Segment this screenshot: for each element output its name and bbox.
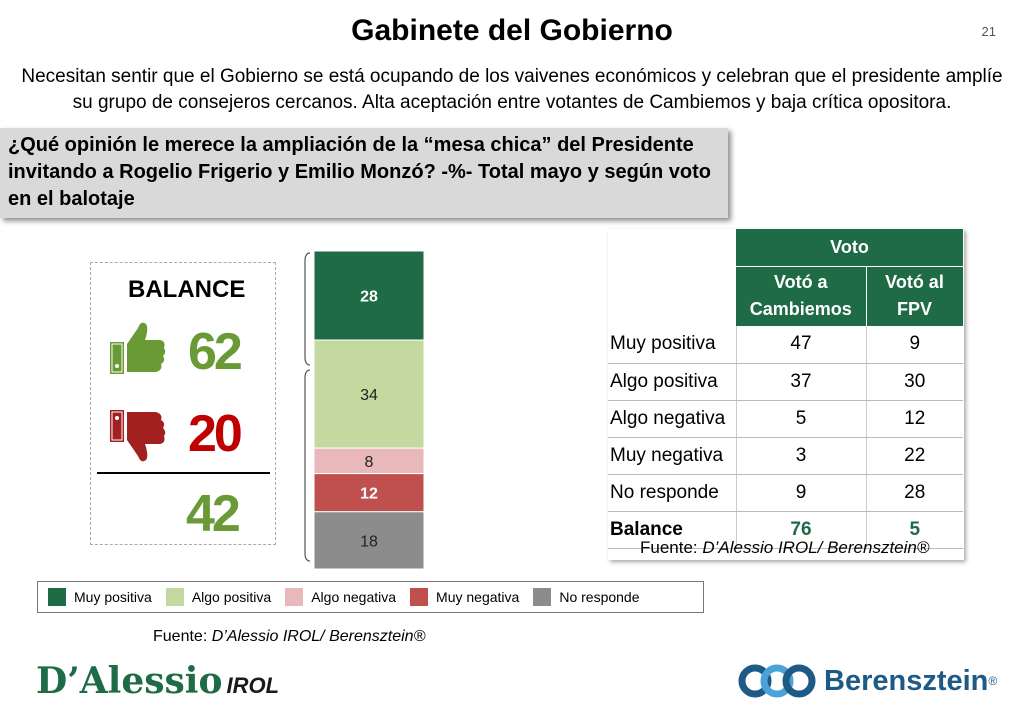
cell-fpv: 22	[865, 437, 963, 475]
legend-swatch	[48, 588, 66, 606]
row-label: No responde	[608, 474, 736, 512]
table-row: No responde 9 28	[608, 474, 963, 512]
legend-item: Muy negativa	[410, 588, 519, 606]
logo-left-sub: IROL	[226, 673, 280, 698]
balance-result-value: 42	[186, 485, 241, 543]
table-row: Algo positiva 37 30	[608, 363, 963, 401]
bar-value-label: 18	[360, 533, 378, 550]
dalessio-logo: D’Alessio IROL	[36, 660, 279, 702]
table-row: Muy positiva 47 9	[608, 326, 963, 364]
bar-segment-algo-negativa	[313, 447, 425, 475]
logo-right-reg: ®	[988, 674, 998, 688]
chart-source: Fuente: D’Alessio IROL/ Berensztein®	[153, 628, 425, 646]
bracket-upper	[304, 252, 311, 366]
page-subtitle: Necesitan sentir que el Gobierno se está…	[21, 66, 1003, 113]
cell-fpv: 30	[865, 363, 963, 401]
balance-divider	[97, 472, 270, 474]
berensztein-logo: Berensztein ®	[738, 664, 997, 698]
legend-item: Muy positiva	[48, 588, 152, 606]
row-label: Algo negativa	[608, 400, 736, 438]
page-title: Gabinete del Gobierno	[351, 14, 673, 47]
row-label: Balance	[608, 511, 736, 549]
table-col-header-fpv: Votó al FPV	[866, 265, 964, 326]
legend-label: Algo positiva	[191, 589, 272, 605]
cell-cambiemos: 76	[735, 511, 866, 549]
logo-right-main: Berensztein	[824, 664, 989, 697]
table-row: Muy negativa 3 22	[608, 437, 963, 475]
table-source: Fuente: D’Alessio IROL/ Berensztein®	[640, 538, 929, 558]
row-label: Algo positiva	[608, 363, 736, 401]
legend-swatch	[533, 588, 552, 606]
vote-table: Voto Votó a Cambiemos Votó al FPV Muy po…	[608, 229, 964, 549]
bar-segment-muy-negativa	[313, 473, 425, 513]
cell-fpv: 9	[865, 326, 963, 364]
question-box: ¿Qué opinión le merece la ampliación de …	[0, 128, 728, 218]
bar-segment-no-responde	[313, 511, 425, 570]
page-number: 21	[981, 24, 996, 39]
legend-item: Algo negativa	[285, 588, 396, 606]
legend-label: Muy negativa	[436, 589, 520, 605]
berensztein-mark-icon	[738, 664, 816, 698]
table-source-name: D’Alessio IROL/ Berensztein®	[702, 538, 930, 557]
bar-value-label: 12	[360, 486, 378, 503]
balance-panel	[90, 262, 276, 545]
stacked-bar-chart: 28 34 8 12 18	[304, 250, 425, 570]
cell-cambiemos: 9	[735, 474, 866, 512]
cell-cambiemos: 5	[735, 400, 866, 438]
cell-cambiemos: 37	[735, 363, 866, 401]
cell-cambiemos: 3	[735, 437, 866, 475]
bar-value-label: 28	[360, 289, 378, 306]
source-name: D’Alessio IROL/ Berensztein®	[211, 628, 426, 645]
logo-left-main: D’Alessio	[36, 660, 223, 702]
legend-item: Algo positiva	[165, 588, 272, 606]
table-col-header-cambiemos: Votó a Cambiemos	[736, 265, 867, 326]
bar-value-label: 34	[360, 387, 378, 404]
bracket-lower	[304, 369, 311, 562]
legend-swatch	[285, 588, 304, 606]
table-row: Algo negativa 5 12	[608, 400, 963, 438]
chart-legend: Muy positiva Algo positiva Algo negativa…	[37, 581, 704, 613]
table-corner-2	[608, 266, 736, 326]
thumbs-up-icon	[108, 318, 168, 383]
row-label: Muy negativa	[608, 437, 736, 475]
legend-label: Muy positiva	[74, 589, 152, 605]
bar-segment-algo-positiva	[313, 339, 425, 449]
cell-fpv: 5	[865, 511, 963, 549]
legend-item: No responde	[533, 588, 640, 606]
thumbs-down-icon	[108, 406, 168, 471]
cell-cambiemos: 47	[735, 326, 866, 364]
cell-fpv: 12	[865, 400, 963, 438]
row-label: Muy positiva	[608, 326, 736, 364]
table-source-prefix: Fuente:	[640, 538, 703, 557]
legend-swatch	[410, 588, 429, 606]
bar-value-label: 8	[365, 454, 374, 471]
table-balance-row: Balance 76 5	[608, 511, 963, 549]
balance-negative-value: 20	[188, 405, 243, 463]
question-text: ¿Qué opinión le merece la ampliación de …	[8, 134, 712, 210]
cell-fpv: 28	[865, 474, 963, 512]
balance-positive-value: 62	[188, 323, 243, 381]
legend-swatch	[165, 588, 184, 606]
legend-label: Algo negativa	[311, 589, 397, 605]
balance-title: BALANCE	[128, 276, 246, 303]
table-group-header: Voto	[736, 229, 963, 266]
legend-label: No responde	[559, 589, 640, 605]
table-corner	[608, 229, 736, 266]
source-prefix: Fuente:	[153, 628, 212, 645]
